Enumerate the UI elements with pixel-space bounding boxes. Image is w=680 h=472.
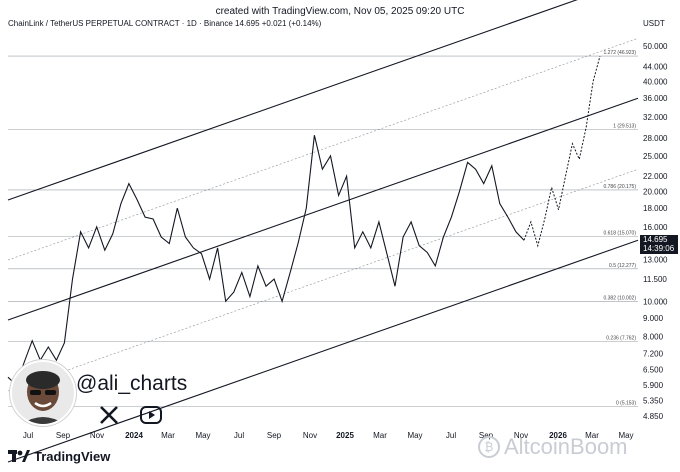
y-tick-label-3: 36.000 — [643, 94, 668, 103]
symbol-title: ChainLink / TetherUS PERPETUAL CONTRACT … — [8, 19, 322, 28]
tradingview-brand: TradingView — [8, 449, 110, 464]
current-price: 14.695 — [643, 235, 668, 245]
fib-label-4: 0.5 (12.277) — [609, 263, 636, 269]
y-tick-label-4: 32.000 — [643, 113, 668, 122]
fib-label-1: 1 (29.513) — [613, 124, 636, 130]
y-tick-label-19: 5.900 — [643, 381, 664, 390]
y-tick-label-14: 10.000 — [643, 297, 668, 306]
fib-label-2: 0.786 (20.175) — [603, 184, 636, 190]
avatar-icon — [10, 360, 76, 426]
y-tick-label-5: 28.000 — [643, 134, 668, 143]
x-tick-label-17: May — [618, 431, 633, 440]
brand-name: TradingView — [34, 449, 111, 464]
candle-countdown: 14:39:06 — [643, 244, 675, 254]
y-tick-label-21: 4.850 — [643, 412, 664, 421]
y-axis: 50.000 44.000 40.000 36.000 32.000 28.000 25.0… — [643, 42, 668, 421]
channel-line-1 — [7, 97, 639, 321]
y-tick-label-2: 40.000 — [643, 77, 668, 86]
fib-label-0: 1.272 (46.923) — [603, 50, 636, 56]
y-tick-label-6: 25.000 — [643, 152, 668, 161]
y-tick-label-8: 20.000 — [643, 187, 668, 196]
x-tick-label-6: Jul — [234, 431, 244, 440]
x-tick-label-7: Sep — [267, 431, 282, 440]
channel-lines — [7, 0, 639, 463]
y-tick-label-17: 7.200 — [643, 349, 664, 358]
fib-label-6: 0.236 (7.762) — [606, 336, 636, 342]
x-axis: Jul Sep Nov 2024 Mar May Jul Sep Nov 2025 Mar May Ju… — [23, 431, 634, 440]
x-tick-label-11: May — [407, 431, 422, 440]
fib-label-7: 0 (5.153) — [616, 401, 636, 407]
tradingview-logo-icon — [8, 450, 30, 462]
y-tick-label-16: 8.000 — [643, 333, 664, 342]
y-tick-label-15: 9.000 — [643, 314, 664, 323]
fib-levels: 1.272 (46.923) 1 (29.513) 0.786 (20.175) 0.… — [8, 50, 638, 407]
price-line — [7, 135, 525, 386]
y-tick-label-12: 13.000 — [643, 256, 668, 265]
fib-label-3: 0.618 (15.070) — [603, 230, 636, 236]
x-tick-label-5: May — [195, 431, 210, 440]
channel-midline-0 — [7, 37, 639, 261]
channel-line-0 — [7, 0, 578, 201]
x-tick-label-16: Mar — [585, 431, 599, 440]
projection-line — [523, 55, 601, 248]
x-tick-label-4: Mar — [161, 431, 175, 440]
y-tick-label-7: 22.000 — [643, 172, 668, 181]
y-tick-label-18: 6.500 — [643, 366, 664, 375]
y-tick-label-1: 44.000 — [643, 62, 668, 71]
watermark: ₿ AltcoinBoom — [478, 434, 628, 460]
price-series — [7, 55, 601, 386]
x-tick-label-10: Mar — [373, 431, 387, 440]
coin-logo-icon: ₿ — [478, 436, 500, 458]
channel-line-2 — [7, 239, 639, 463]
fib-label-5: 0.382 (10.002) — [603, 295, 636, 301]
x-tick-label-1: Sep — [56, 431, 71, 440]
y-tick-label-0: 50.000 — [643, 42, 668, 51]
x-logo-icon — [100, 406, 118, 424]
y-tick-label-9: 18.000 — [643, 204, 668, 213]
x-tick-label-3: 2024 — [125, 431, 143, 440]
x-tick-label-8: Nov — [303, 431, 317, 440]
play-icon — [140, 406, 162, 424]
x-tick-label-13: Sep — [479, 431, 494, 440]
y-tick-label-13: 11.500 — [643, 275, 667, 284]
x-tick-label-12: Jul — [446, 431, 456, 440]
y-tick-label-20: 5.350 — [643, 397, 664, 406]
created-note: created with TradingView.com, Nov 05, 20… — [215, 6, 465, 17]
current-price-tag: 14.695 14:39:06 — [640, 235, 678, 255]
x-tick-label-14: Nov — [514, 431, 528, 440]
author-handle: @ali_charts — [76, 372, 188, 395]
x-tick-label-2: Nov — [90, 431, 104, 440]
channel-midline-1 — [7, 168, 639, 392]
x-tick-label-0: Jul — [23, 431, 33, 440]
x-tick-label-15: 2026 — [549, 431, 567, 440]
currency-label: USDT — [643, 19, 665, 28]
watermark-text: AltcoinBoom — [504, 434, 628, 459]
x-tick-label-9: 2025 — [336, 431, 354, 440]
y-tick-label-10: 16.000 — [643, 223, 668, 232]
